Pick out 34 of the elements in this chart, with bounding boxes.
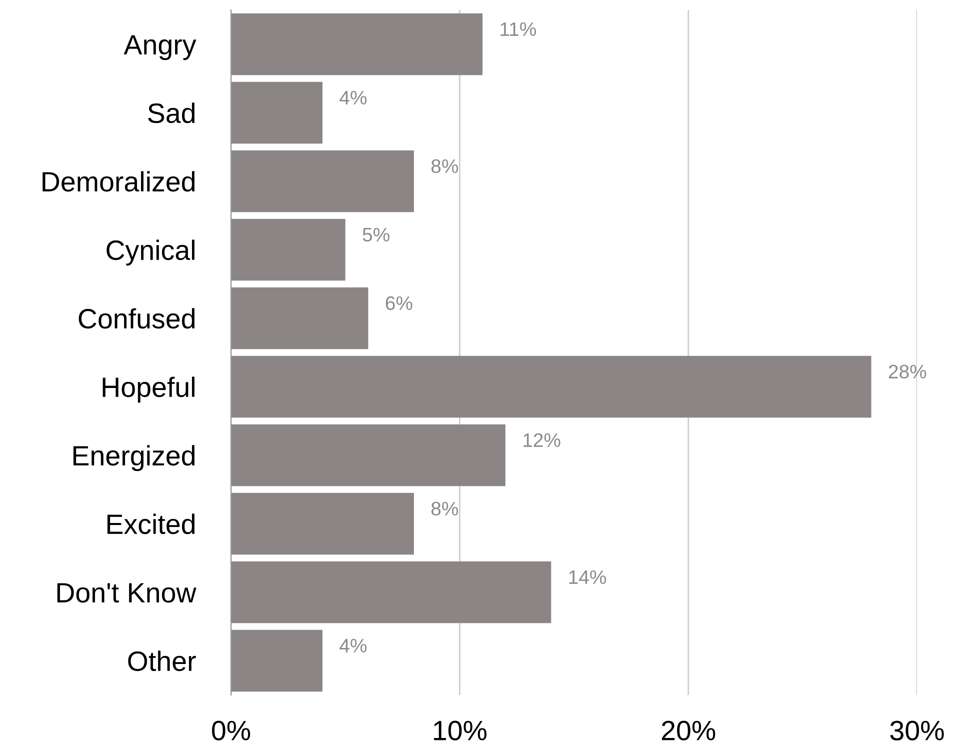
data-label: 5% — [362, 228, 390, 242]
data-label: 12% — [524, 433, 560, 447]
data-label: 14% — [569, 570, 606, 584]
data-label: 6% — [386, 296, 412, 310]
bar — [231, 561, 552, 624]
x-tick-label: 30% — [890, 720, 944, 740]
bar — [231, 150, 414, 212]
y-tick-label: Cynical — [106, 240, 194, 266]
y-tick-label: Hopeful — [102, 376, 194, 403]
bar — [231, 424, 506, 486]
data-label: 8% — [431, 159, 458, 174]
y-tick-label: Don't Know — [57, 583, 196, 603]
x-tick-label: 10% — [434, 720, 486, 740]
y-tick-label: Sad — [148, 102, 194, 124]
y-tick-label: Excited — [107, 514, 194, 534]
data-label: 4% — [340, 90, 367, 104]
x-tick-label: 0% — [212, 720, 250, 740]
y-tick-label: Energized — [73, 445, 194, 472]
y-tick-label: Angry — [124, 35, 196, 60]
y-tick-label: Confused — [78, 308, 194, 329]
bar — [231, 218, 346, 281]
y-tick-label: Other — [128, 650, 196, 672]
data-label: 4% — [340, 638, 367, 652]
data-label: 28% — [888, 364, 926, 379]
bar — [231, 356, 872, 418]
x-tick-label: 20% — [662, 720, 716, 740]
bar — [231, 492, 414, 555]
bar — [231, 630, 322, 692]
y-tick-label: Demoralized — [42, 171, 194, 192]
data-label: 8% — [431, 502, 458, 516]
data-label: 11% — [500, 22, 536, 36]
bar — [231, 13, 483, 76]
bar — [231, 82, 322, 144]
bar — [231, 287, 368, 350]
